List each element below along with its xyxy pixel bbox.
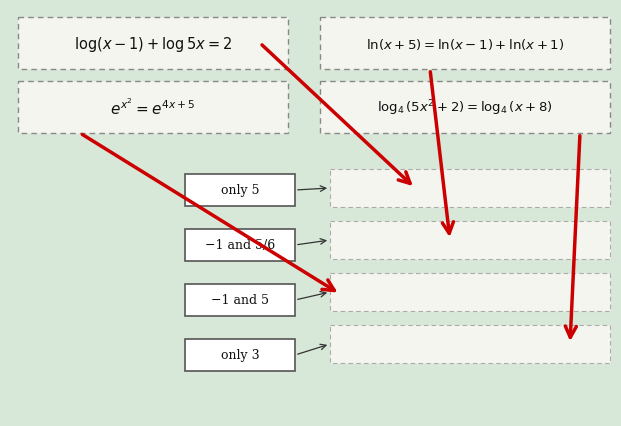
Text: −1 and 5/6: −1 and 5/6 — [205, 239, 275, 252]
FancyBboxPatch shape — [330, 170, 610, 207]
FancyBboxPatch shape — [320, 82, 610, 134]
FancyBboxPatch shape — [18, 82, 288, 134]
Text: $e^{x^2}=e^{4x+5}$: $e^{x^2}=e^{4x+5}$ — [111, 98, 196, 118]
Text: $\log_4(5x^2+2)=\log_4(x+8)$: $\log_4(5x^2+2)=\log_4(x+8)$ — [377, 98, 553, 118]
FancyBboxPatch shape — [320, 18, 610, 70]
Text: only 3: only 3 — [220, 349, 260, 362]
FancyBboxPatch shape — [330, 222, 610, 259]
Text: only 5: only 5 — [220, 184, 259, 197]
Text: $\ln(x+5)=\ln(x-1)+\ln(x+1)$: $\ln(x+5)=\ln(x-1)+\ln(x+1)$ — [366, 36, 564, 52]
FancyBboxPatch shape — [185, 339, 295, 371]
FancyBboxPatch shape — [185, 230, 295, 262]
FancyBboxPatch shape — [330, 273, 610, 311]
FancyBboxPatch shape — [330, 325, 610, 363]
FancyBboxPatch shape — [185, 175, 295, 207]
FancyBboxPatch shape — [18, 18, 288, 70]
FancyBboxPatch shape — [185, 284, 295, 316]
Text: $\log(x-1)+\log 5x=2$: $\log(x-1)+\log 5x=2$ — [74, 35, 232, 53]
Text: −1 and 5: −1 and 5 — [211, 294, 269, 307]
